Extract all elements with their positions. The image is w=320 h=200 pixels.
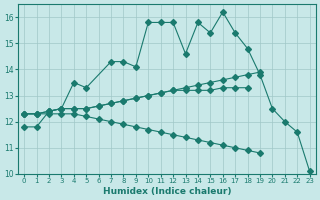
X-axis label: Humidex (Indice chaleur): Humidex (Indice chaleur) (103, 187, 231, 196)
